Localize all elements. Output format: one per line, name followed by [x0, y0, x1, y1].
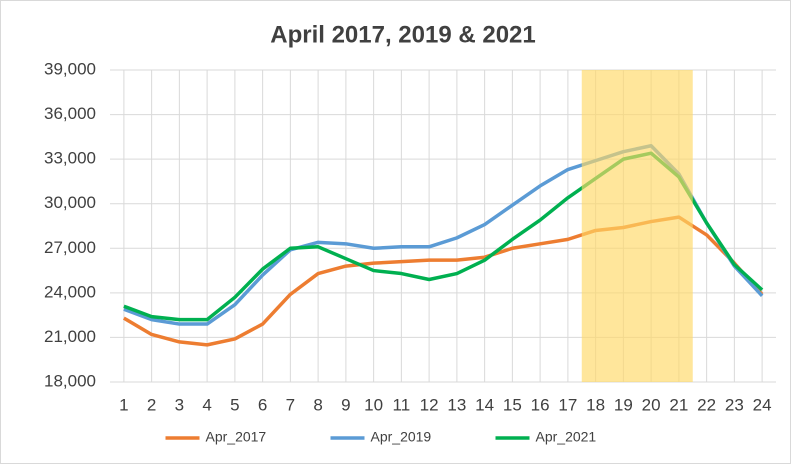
x-tick-label: 22 — [697, 395, 716, 414]
x-tick-label: 15 — [503, 395, 522, 414]
x-tick-label: 13 — [447, 395, 466, 414]
x-tick-label: 8 — [313, 395, 322, 414]
y-tick-label: 33,000 — [44, 149, 96, 168]
x-tick-label: 19 — [614, 395, 633, 414]
x-tick-label: 24 — [753, 395, 772, 414]
x-tick-label: 11 — [393, 395, 411, 414]
legend-label: Apr_2021 — [536, 429, 597, 445]
x-tick-label: 1 — [119, 395, 128, 414]
x-tick-label: 4 — [202, 395, 211, 414]
y-tick-label: 30,000 — [44, 193, 96, 212]
x-tick-label: 20 — [642, 395, 661, 414]
y-tick-label: 36,000 — [44, 104, 96, 123]
x-tick-label: 5 — [230, 395, 239, 414]
x-tick-label: 7 — [286, 395, 295, 414]
y-tick-label: 27,000 — [44, 238, 96, 257]
y-tick-label: 21,000 — [44, 327, 96, 346]
x-tick-label: 21 — [669, 395, 688, 414]
x-tick-label: 10 — [364, 395, 383, 414]
x-tick-label: 3 — [175, 395, 184, 414]
x-tick-label: 2 — [147, 395, 156, 414]
highlight-band — [581, 70, 693, 382]
x-tick-label: 14 — [475, 395, 494, 414]
x-tick-label: 6 — [258, 395, 267, 414]
x-tick-label: 16 — [531, 395, 550, 414]
x-tick-label: 18 — [586, 395, 605, 414]
x-tick-label: 23 — [725, 395, 744, 414]
x-tick-label: 9 — [341, 395, 350, 414]
legend-label: Apr_2019 — [371, 429, 432, 445]
x-tick-label: 12 — [420, 395, 439, 414]
y-tick-label: 24,000 — [44, 282, 96, 301]
chart-title: April 2017, 2019 & 2021 — [270, 21, 536, 48]
y-tick-label: 39,000 — [44, 59, 96, 78]
y-tick-label: 18,000 — [44, 371, 96, 390]
legend-label: Apr_2017 — [206, 429, 267, 445]
x-tick-label: 17 — [558, 395, 577, 414]
